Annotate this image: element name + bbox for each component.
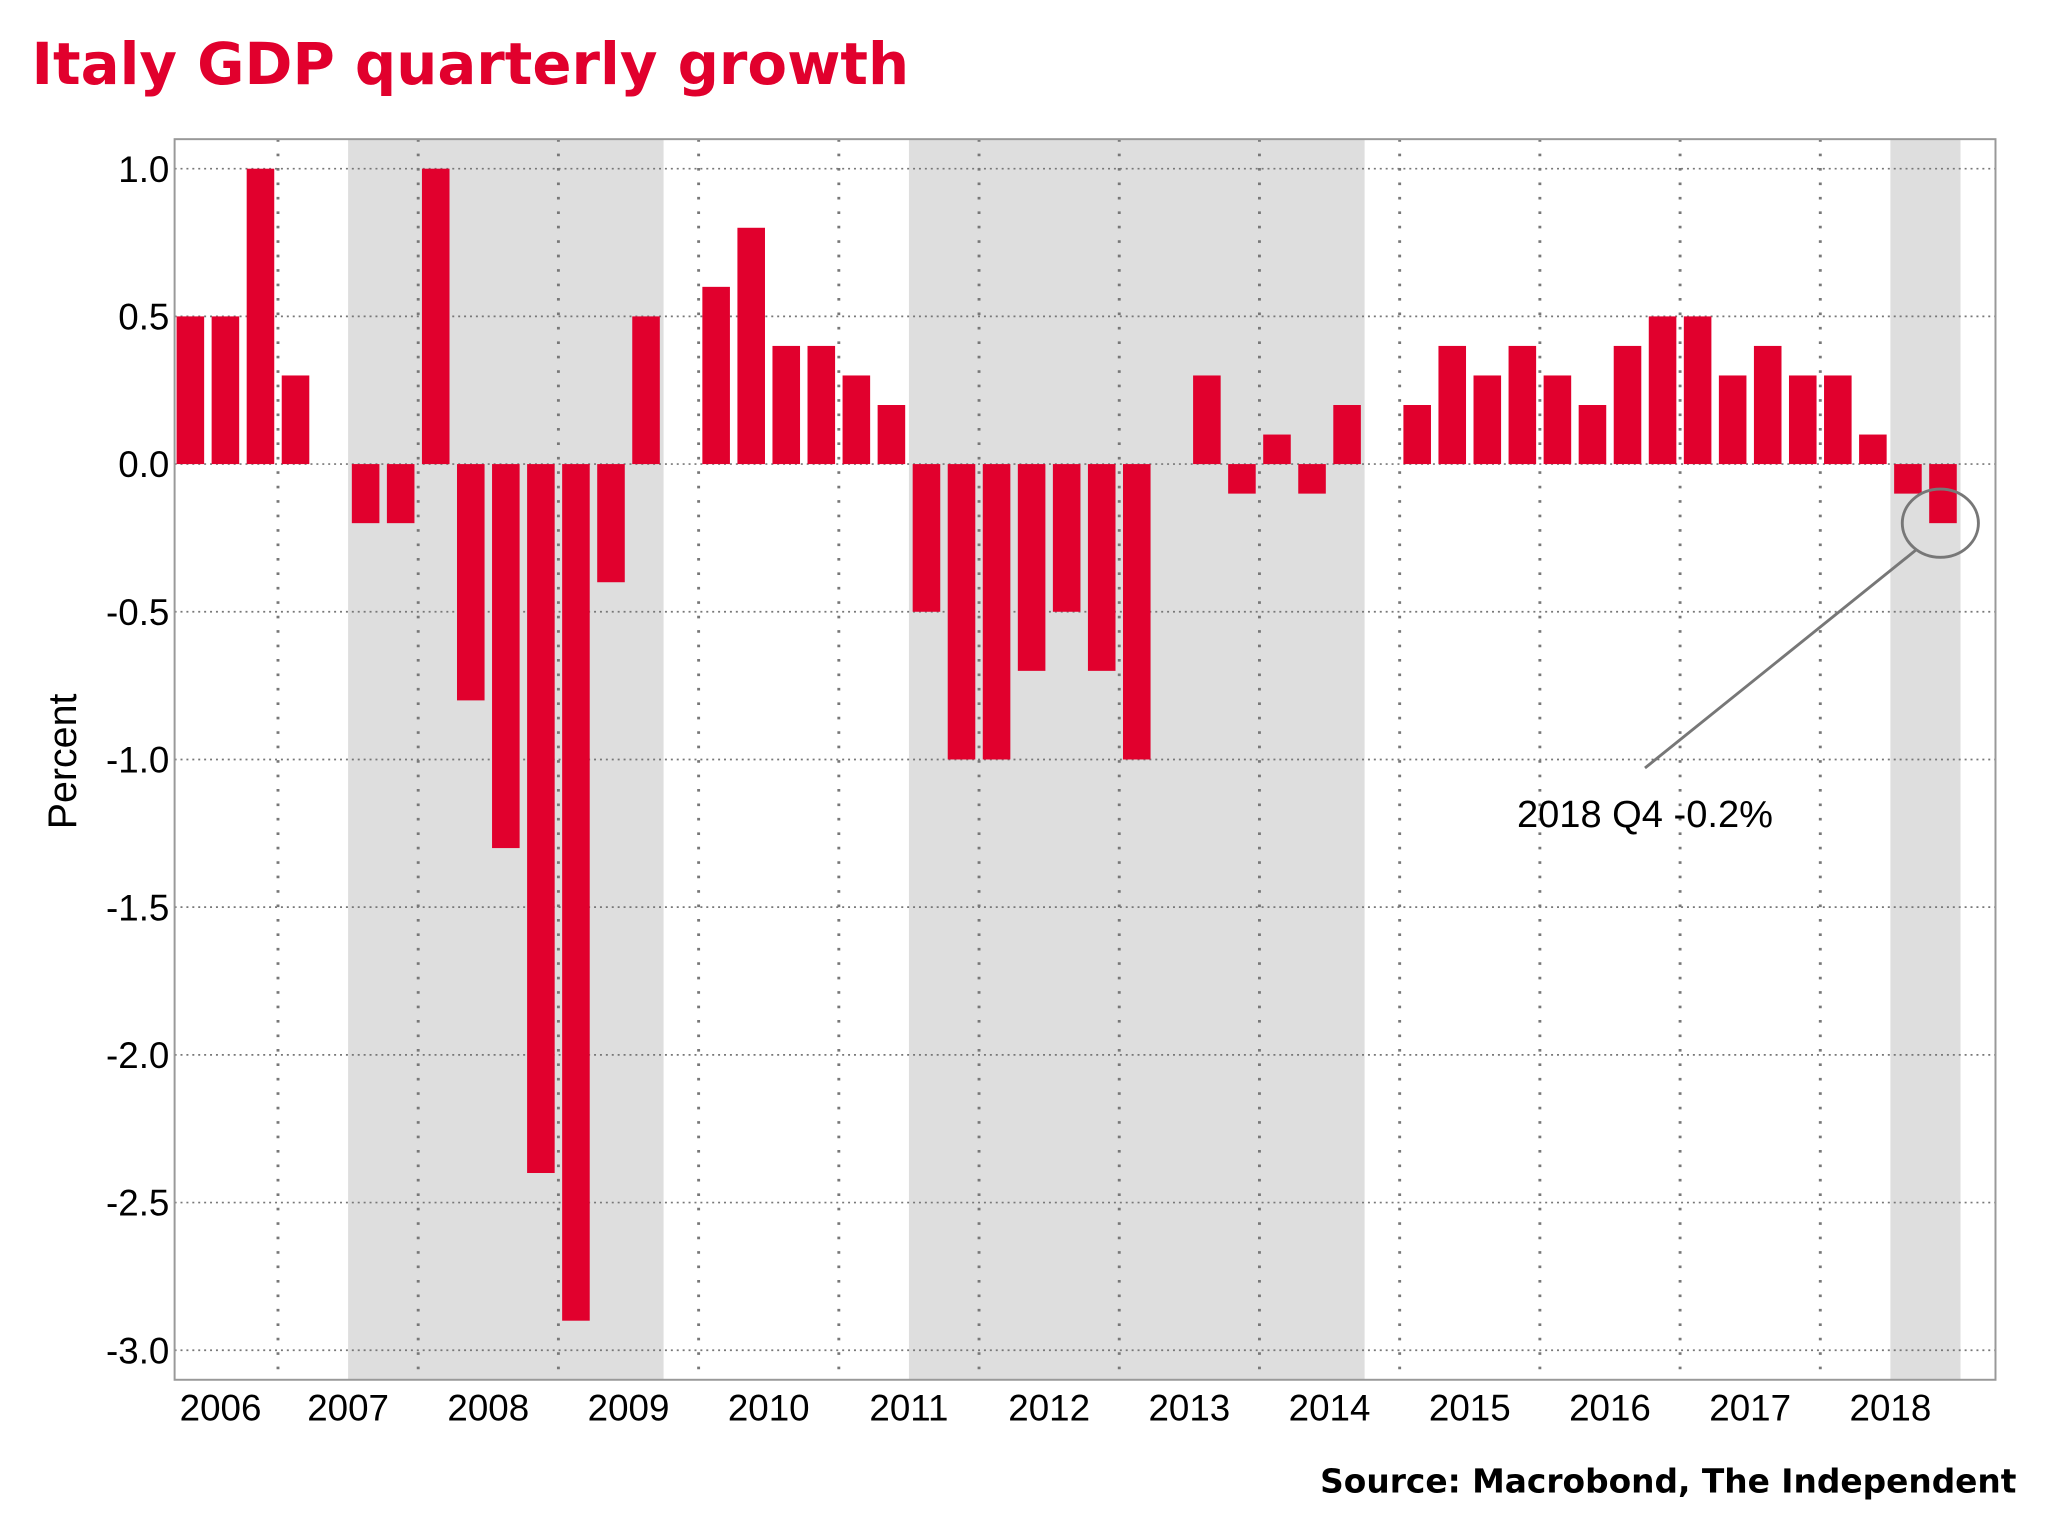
bar [737, 227, 765, 465]
bar [351, 464, 380, 524]
y-ticks: 1.0 0.5 0.0 -0.5 -1.0 -1.5 -2.0 -2.5 -3.0 [106, 149, 169, 1372]
bar [1788, 375, 1817, 465]
bar [562, 464, 590, 1321]
bar [1193, 375, 1221, 465]
bar [1087, 464, 1116, 671]
annotation: 2018 Q4 -0.2% [1517, 487, 1980, 836]
y-tick-label: -1.5 [106, 887, 169, 928]
bar [492, 464, 520, 849]
bar [877, 405, 906, 465]
x-tick-label: 2010 [728, 1387, 810, 1428]
bar [1228, 464, 1256, 494]
x-tick-label: 2018 [1850, 1387, 1932, 1428]
bar [1929, 464, 1957, 524]
recession-shading [348, 139, 1961, 1380]
bar [807, 345, 836, 465]
bar [702, 286, 730, 465]
annotation-text: 2018 Q4 -0.2% [1517, 794, 1773, 836]
x-tick-label: 2012 [1008, 1387, 1090, 1428]
bar [176, 316, 205, 465]
bar [982, 464, 1011, 760]
x-tick-label: 2011 [869, 1387, 948, 1428]
bar [1894, 464, 1922, 494]
bar [1052, 464, 1081, 612]
bar [281, 375, 310, 465]
bar [527, 464, 555, 1174]
bar [1298, 464, 1326, 494]
plot-frame [173, 138, 1997, 1381]
grid-lines [174, 139, 1996, 1380]
bar [772, 345, 801, 465]
x-tick-label: 2008 [447, 1387, 529, 1428]
y-tick-label: -2.0 [106, 1035, 169, 1076]
bar [842, 375, 871, 465]
bar [1543, 375, 1572, 465]
bar [597, 464, 625, 583]
source-note: Source: Macrobond, The Independent [1320, 1463, 2016, 1501]
x-tick-label: 2016 [1569, 1387, 1651, 1428]
shaded-period [908, 139, 1365, 1380]
bar [456, 464, 485, 701]
bar [386, 464, 415, 524]
y-tick-label: -1.0 [106, 740, 169, 781]
bar [1017, 464, 1046, 671]
x-tick-label: 2015 [1429, 1387, 1511, 1428]
bar [1403, 405, 1431, 465]
y-tick-label: -3.0 [106, 1330, 169, 1371]
bar [947, 464, 976, 760]
y-tick-label: 0.5 [118, 297, 169, 338]
x-tick-label: 2006 [180, 1387, 262, 1428]
bar [1508, 345, 1537, 465]
bar [246, 168, 275, 465]
bar [1438, 345, 1467, 465]
bar [1859, 434, 1887, 465]
bar [1578, 405, 1607, 465]
x-tick-label: 2009 [588, 1387, 670, 1428]
bar [1122, 464, 1151, 760]
y-tick-label: -2.5 [106, 1183, 169, 1224]
bar [632, 316, 660, 465]
bar [1333, 405, 1361, 465]
bar [211, 316, 240, 465]
y-tick-label: -0.5 [106, 592, 169, 633]
x-tick-label: 2007 [307, 1387, 389, 1428]
annotation-leader-line [1644, 548, 1918, 770]
x-tick-label: 2014 [1289, 1387, 1371, 1428]
bar [1473, 375, 1502, 465]
bar [1613, 345, 1642, 465]
bars [176, 168, 1957, 1321]
bar [1683, 316, 1712, 465]
annotation-circle [1900, 487, 1980, 559]
y-axis-label: Percent [41, 694, 85, 830]
x-tick-label: 2017 [1709, 1387, 1791, 1428]
bar [1753, 345, 1782, 465]
x-tick-label: 2013 [1148, 1387, 1230, 1428]
y-tick-label: 1.0 [118, 149, 169, 190]
bar [1824, 375, 1852, 465]
bar [912, 464, 941, 612]
chart-title: Italy GDP quarterly growth [32, 30, 910, 98]
bar [1263, 434, 1291, 465]
bar [1718, 375, 1747, 465]
bar [1648, 316, 1677, 465]
bar [421, 168, 450, 465]
y-tick-label: 0.0 [118, 444, 169, 485]
x-ticks: 2006 2007 2008 2009 2010 2011 2012 2013 2014 2015… [180, 1387, 1932, 1428]
